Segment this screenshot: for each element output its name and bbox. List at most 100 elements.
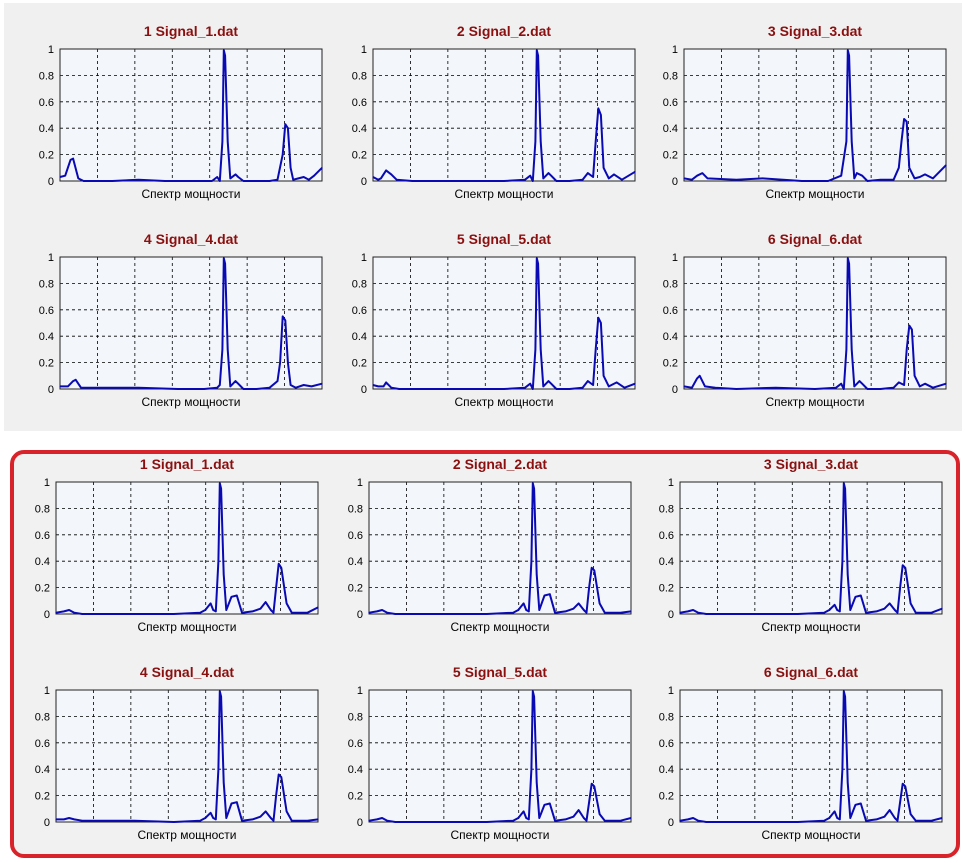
y-tick-label: 0.2: [35, 791, 50, 803]
data-point: [420, 613, 422, 615]
data-point: [224, 263, 226, 265]
data-point: [848, 55, 850, 57]
y-tick-label: 0: [44, 817, 50, 829]
data-point: [630, 610, 632, 612]
y-tick-label: 0.2: [35, 583, 50, 595]
data-point: [592, 384, 594, 386]
data-point: [696, 377, 698, 380]
data-point: [833, 810, 836, 813]
data-point: [386, 612, 388, 614]
data-point: [932, 387, 934, 389]
data-point: [107, 820, 109, 822]
data-point: [679, 612, 681, 614]
data-point: [883, 608, 885, 610]
plot-background: [60, 257, 322, 389]
data-point: [731, 613, 733, 615]
data-point: [517, 609, 519, 611]
chart-title: 1 Signal_1.dat: [139, 456, 235, 472]
data-point: [512, 612, 514, 614]
data-point: [597, 317, 599, 319]
data-point: [299, 820, 301, 822]
data-point: [543, 594, 546, 597]
data-point: [532, 180, 534, 182]
data-point: [385, 381, 387, 383]
y-tick-label: 1: [44, 685, 50, 697]
data-point: [395, 179, 398, 181]
y-tick-label: 0.4: [35, 556, 50, 568]
data-point: [894, 609, 896, 611]
spectrum-series-line: [683, 257, 947, 390]
data-point: [280, 776, 282, 778]
y-tick-label: 0.6: [35, 738, 50, 750]
data-point: [81, 613, 83, 615]
data-point: [851, 348, 853, 350]
data-point: [865, 612, 867, 614]
y-tick-label: 1: [361, 252, 367, 264]
data-point: [73, 612, 75, 614]
data-point: [524, 179, 526, 181]
data-point: [585, 820, 588, 822]
spectrum-series-line: [55, 482, 319, 615]
data-point: [854, 804, 857, 806]
plot-background: [369, 690, 631, 822]
data-point: [230, 596, 233, 598]
data-point: [282, 315, 284, 317]
y-tick-label: 0.4: [348, 556, 363, 568]
top-chart-group: 1 Signal_1.dat 0 0.2 0.4 0.6 0.8 1 Спектр мощ…: [4, 3, 962, 431]
data-point: [303, 384, 305, 386]
plot-area: 0 0.2 0.4 0.6 0.8 1: [39, 252, 323, 396]
data-point: [930, 612, 933, 614]
plot-area: 0 0.2 0.4 0.6 0.8 1: [35, 477, 319, 621]
data-point: [775, 387, 777, 389]
x-axis-label: Спектр мощности: [141, 395, 241, 409]
data-point: [272, 820, 275, 822]
data-point: [522, 602, 525, 605]
data-point: [173, 613, 175, 615]
data-point: [898, 167, 900, 169]
x-axis-label: Спектр мощности: [761, 828, 861, 842]
data-point: [376, 818, 378, 820]
data-point: [55, 612, 57, 614]
data-point: [699, 375, 701, 377]
y-tick-label: 0.2: [348, 791, 363, 803]
data-point: [525, 817, 527, 819]
data-point: [683, 385, 685, 387]
data-point: [321, 167, 323, 169]
y-tick-label: 0: [672, 384, 678, 396]
data-point: [705, 613, 707, 615]
y-tick-label: 0: [44, 609, 50, 621]
y-tick-label: 1: [48, 252, 54, 264]
data-point: [854, 596, 857, 598]
data-point: [543, 804, 546, 806]
y-tick-label: 0.8: [35, 711, 50, 723]
data-point: [530, 560, 533, 562]
data-point: [591, 567, 593, 569]
data-point: [242, 180, 244, 182]
data-point: [604, 612, 606, 614]
data-point: [847, 49, 849, 51]
data-point: [909, 813, 912, 815]
data-point: [847, 573, 849, 575]
data-point: [582, 387, 584, 389]
data-point: [447, 613, 449, 615]
data-point: [602, 375, 605, 377]
data-point: [593, 569, 595, 572]
data-point: [532, 482, 534, 484]
data-point: [278, 563, 280, 565]
chart-title: 3 Signal_3.dat: [763, 456, 859, 472]
data-point: [542, 177, 544, 179]
data-point: [77, 177, 79, 179]
data-point: [906, 348, 908, 350]
data-point: [138, 179, 140, 181]
y-tick-label: 1: [361, 44, 367, 56]
plot-background: [373, 257, 635, 389]
data-point: [321, 383, 323, 385]
data-point: [72, 157, 74, 160]
plot-background: [680, 482, 942, 614]
data-point: [896, 820, 899, 822]
data-point: [377, 385, 379, 387]
data-point: [612, 612, 614, 614]
chart-title: 6 Signal_6.dat: [763, 664, 859, 680]
y-tick-label: 0.4: [39, 123, 54, 135]
data-point: [223, 781, 225, 783]
